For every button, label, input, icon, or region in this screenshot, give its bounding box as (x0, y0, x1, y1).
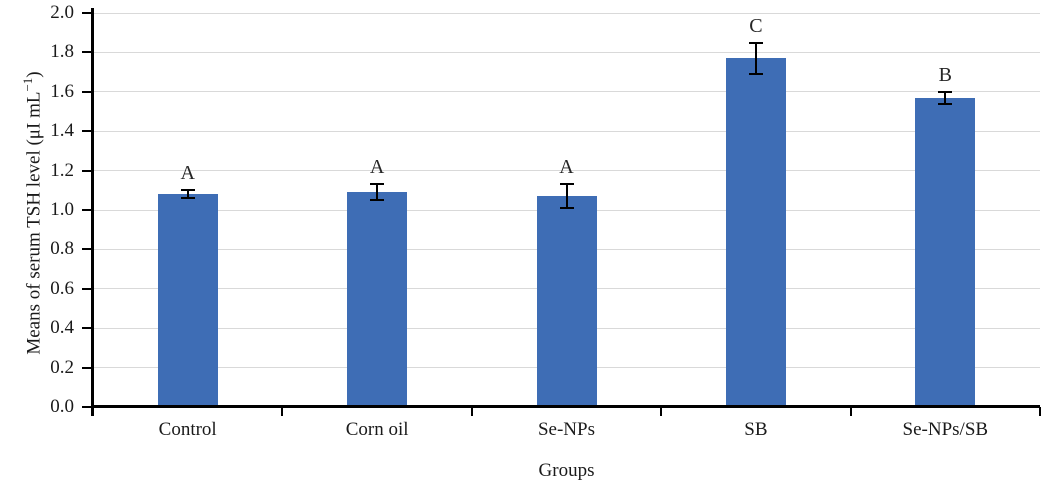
x-axis-tick-1 (281, 407, 284, 416)
error-cap-top-se-nps (559, 183, 574, 186)
bar-control (157, 194, 218, 407)
y-axis-tick-1.4 (82, 130, 93, 133)
bar-se-nps-sb (915, 97, 976, 407)
error-cap-bottom-corn-oil (370, 199, 385, 202)
y-tick-label-2.0: 2.0 (50, 2, 74, 23)
y-axis-tick-0.4 (82, 327, 93, 330)
gridline-1.6 (93, 91, 1040, 93)
y-axis-tick-0.0 (82, 406, 93, 408)
y-axis-tick-1.2 (82, 169, 93, 172)
y-axis-tick-1.6 (82, 90, 93, 93)
y-tick-label-1.6: 1.6 (50, 80, 74, 102)
error-cap-top-corn-oil (370, 183, 385, 186)
y-tick-label-0.4: 0.4 (50, 317, 74, 339)
significance-letter-sb: C (749, 14, 763, 37)
significance-letter-control: A (180, 162, 195, 185)
gridline-1.8 (93, 51, 1040, 53)
x-category-label-sb: SB (744, 419, 768, 440)
x-category-label-se-nps-sb: Se-NPs/SB (902, 419, 989, 440)
error-cap-bottom-sb (748, 73, 763, 76)
y-axis-tick-0.2 (82, 366, 93, 369)
gridline-2.0 (93, 12, 1040, 14)
y-tick-label-1.2: 1.2 (50, 159, 74, 181)
x-axis-tick-2 (470, 407, 473, 416)
gridline-1.2 (93, 170, 1040, 172)
bar-se-nps (536, 196, 597, 407)
error-cap-top-sb (748, 41, 763, 44)
bar-corn-oil (347, 192, 408, 407)
x-axis-tick-5 (1039, 407, 1041, 416)
gridline-1.4 (93, 130, 1040, 132)
bar-sb (725, 58, 786, 407)
y-axis-tick-1.0 (82, 209, 93, 211)
y-tick-label-0.2: 0.2 (50, 356, 74, 378)
y-tick-label-1.8: 1.8 (50, 41, 74, 63)
x-axis-tick-3 (660, 407, 663, 416)
y-axis-title-close: ) (23, 71, 45, 78)
y-axis-tick-0.6 (82, 287, 93, 290)
y-axis-tick-1.8 (82, 51, 93, 54)
y-tick-label-0.0: 0.0 (50, 396, 74, 417)
plot-area: A A A C B (93, 12, 1040, 407)
error-bar-se-nps (565, 184, 568, 209)
x-category-label-se-nps: Se-NPs (537, 419, 595, 440)
x-category-label-control: Control (158, 419, 217, 440)
error-bar-se-nps-sb (944, 91, 947, 104)
error-bar-sb (754, 42, 757, 75)
error-cap-top-se-nps-sb (938, 90, 953, 93)
error-cap-bottom-se-nps-sb (938, 102, 953, 105)
y-tick-label-1.0: 1.0 (50, 199, 74, 220)
error-cap-bottom-se-nps (559, 207, 574, 210)
significance-letter-se-nps: A (559, 156, 574, 179)
x-axis-title: Groups (538, 460, 595, 481)
significance-letter-corn-oil: A (369, 156, 385, 179)
y-tick-label-1.4: 1.4 (50, 120, 74, 142)
error-cap-bottom-control (180, 197, 195, 200)
significance-letter-se-nps-sb: B (938, 63, 952, 86)
x-category-label-corn-oil: Corn oil (345, 419, 409, 440)
error-bar-corn-oil (376, 184, 379, 201)
x-axis-tick-0 (92, 407, 94, 416)
x-axis-line (93, 405, 1040, 408)
x-axis-tick-4 (849, 407, 852, 416)
y-axis-tick-2.0 (82, 12, 93, 14)
y-tick-label-0.8: 0.8 (50, 238, 74, 260)
y-axis-line (91, 8, 94, 416)
y-axis-tick-0.8 (82, 248, 93, 251)
error-bar-control (186, 190, 189, 199)
error-cap-top-control (180, 189, 195, 192)
y-tick-label-0.6: 0.6 (50, 277, 74, 299)
